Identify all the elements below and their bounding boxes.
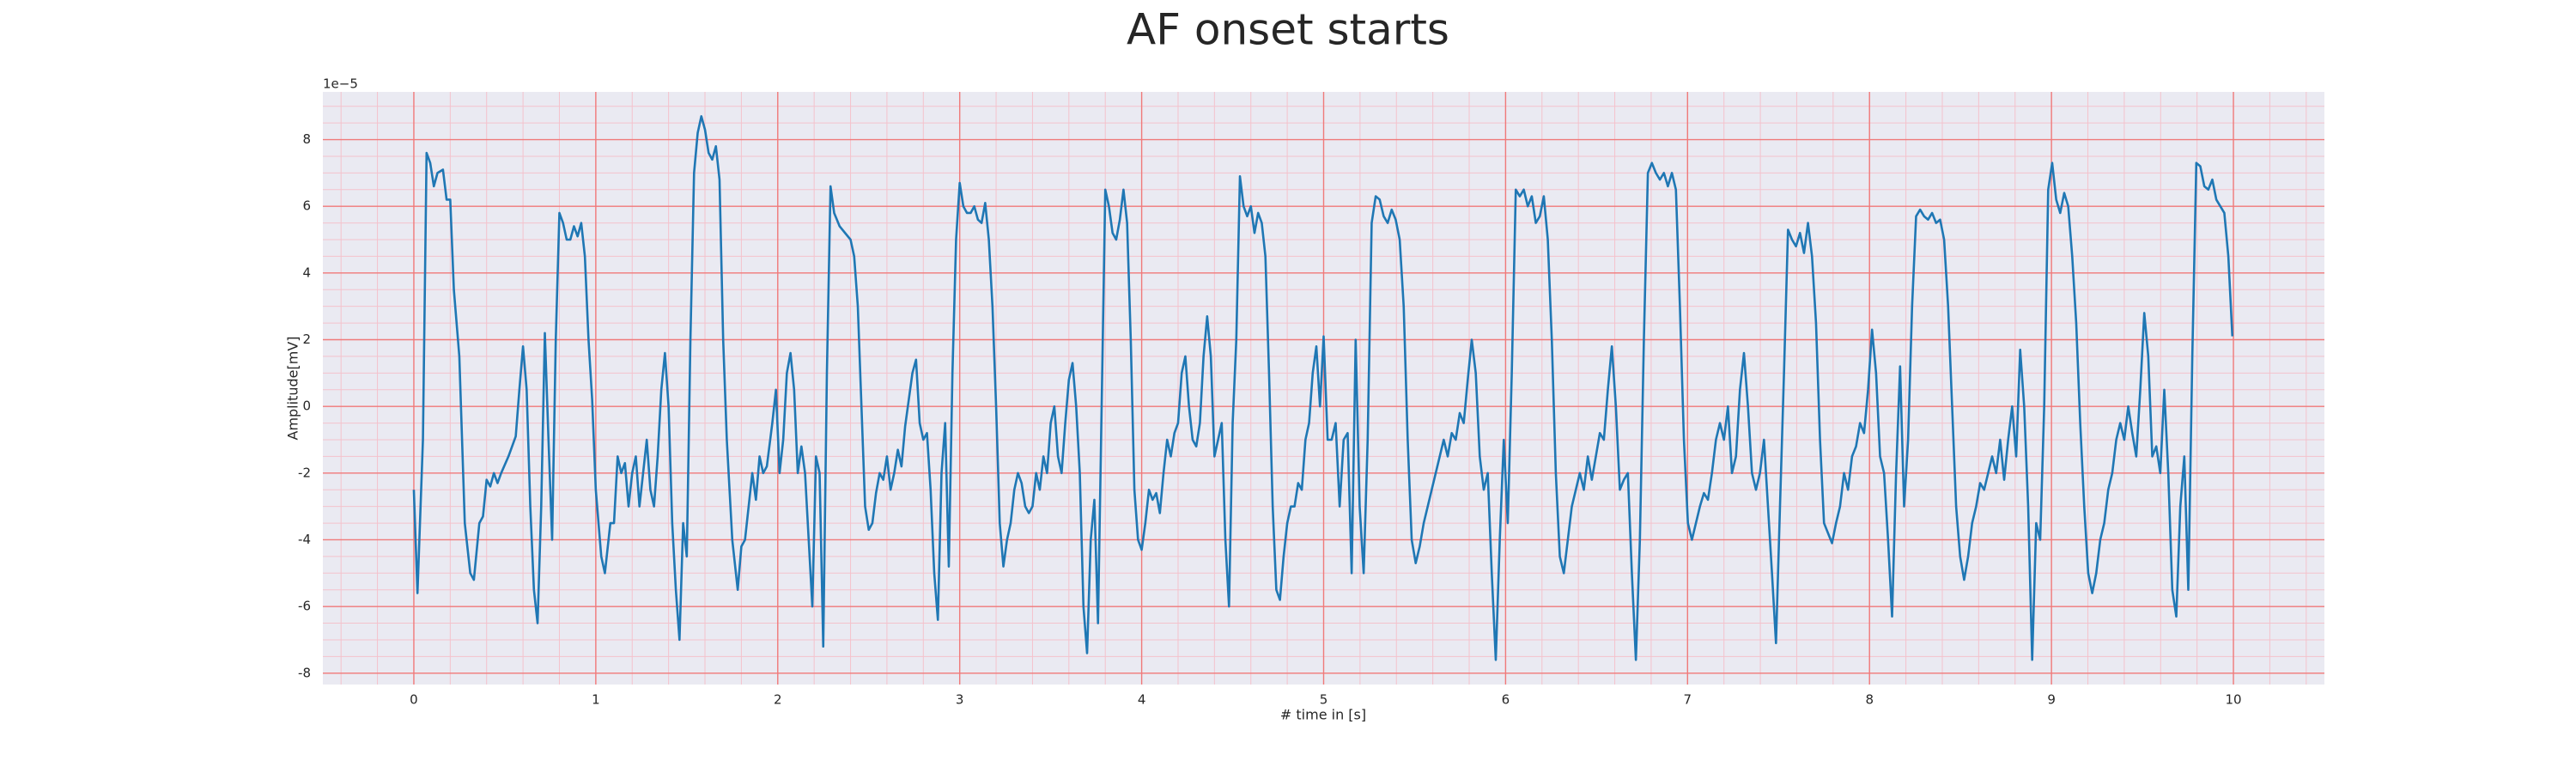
y-tick-label: -4 xyxy=(298,532,311,547)
y-tick-label: -6 xyxy=(298,599,311,614)
signal-line xyxy=(412,115,2234,661)
y-tick-label: 6 xyxy=(302,198,311,214)
y-tick-label: 0 xyxy=(302,399,311,414)
y-tick-label: -8 xyxy=(298,665,311,680)
x-tick-label: 6 xyxy=(1502,692,1510,708)
y-tick-label: 8 xyxy=(302,131,311,147)
y-axis-label: Amplitude[mV] xyxy=(285,336,301,440)
x-tick-label: 8 xyxy=(1865,692,1874,708)
x-tick-label: 3 xyxy=(956,692,964,708)
y-tick-label: 4 xyxy=(302,265,311,280)
x-tick-label: 7 xyxy=(1684,692,1692,708)
x-tick-label: 1 xyxy=(592,692,600,708)
x-tick-label: 10 xyxy=(2225,692,2241,708)
y-tick-label: 2 xyxy=(302,332,311,347)
y-offset-label: 1e−5 xyxy=(323,76,358,92)
x-tick-label: 2 xyxy=(774,692,782,708)
chart-title: AF onset starts xyxy=(1127,5,1449,55)
x-tick-label: 4 xyxy=(1138,692,1146,708)
x-tick-label: 9 xyxy=(2047,692,2056,708)
x-tick-label: 0 xyxy=(410,692,418,708)
y-tick-label: -2 xyxy=(298,465,311,480)
x-axis-label: # time in [s] xyxy=(1280,707,1366,723)
x-tick-label: 5 xyxy=(1320,692,1328,708)
